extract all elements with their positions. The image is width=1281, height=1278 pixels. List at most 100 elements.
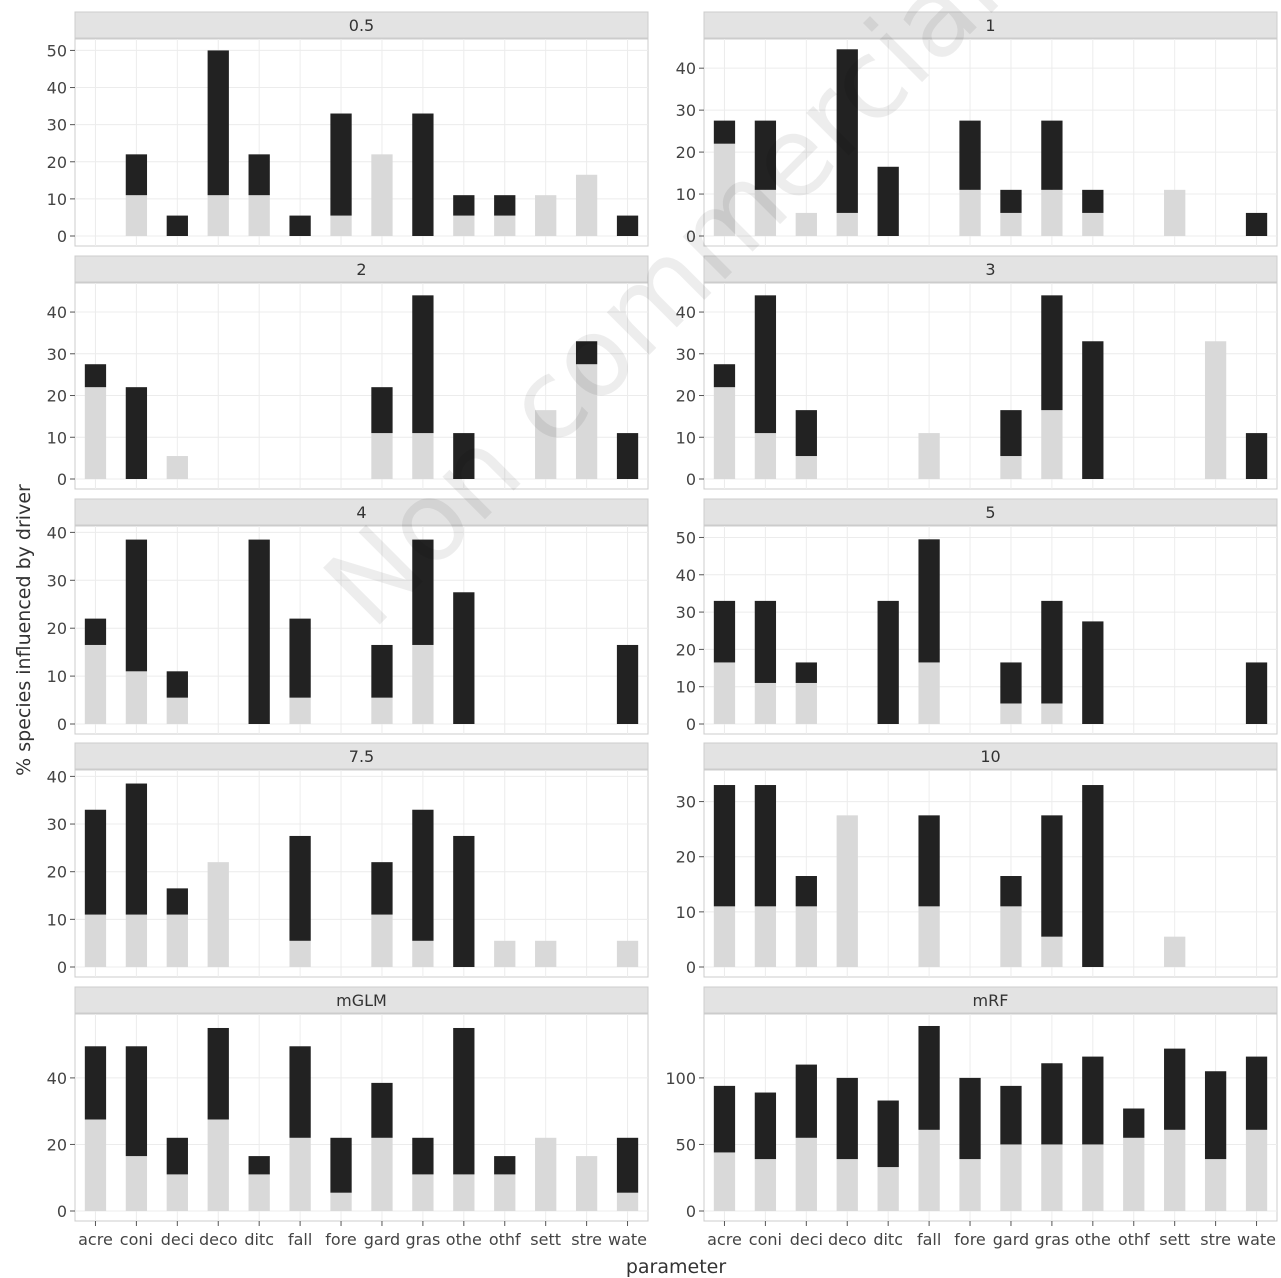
facet-strip <box>74 498 649 526</box>
bar-lower-deco <box>836 815 858 967</box>
bar-upper-wate <box>1245 662 1268 724</box>
bar-lower-fore <box>330 1192 352 1211</box>
y-tick-label: 20 <box>676 387 696 406</box>
bar-upper-fall <box>289 618 311 698</box>
facet-panel-1: 0.5 0 10 20 30 40 50 <box>47 11 649 247</box>
facet-panel-7: 7.5 0 10 20 30 40 <box>47 742 649 978</box>
bar-upper-deci <box>166 1137 188 1175</box>
bar-upper-othf <box>1123 1108 1145 1138</box>
bar-upper-fore <box>959 120 981 190</box>
y-tick-label: 40 <box>676 566 696 585</box>
bar-lower-sett <box>1164 189 1186 236</box>
facet-title: 7.5 <box>349 747 374 766</box>
bar-lower-deci <box>795 1137 817 1211</box>
bar-lower-gard <box>1000 906 1022 967</box>
bar-lower-gard <box>371 433 393 479</box>
bar-upper-othe <box>1082 785 1104 967</box>
facet-strip <box>703 986 1278 1014</box>
bar-lower-gard <box>371 914 393 967</box>
bar-lower-deci <box>166 1174 188 1211</box>
plot-area <box>703 38 1278 247</box>
plot-area <box>74 282 649 490</box>
plot-area <box>703 525 1278 735</box>
bar-upper-deci <box>795 1064 817 1138</box>
bar-upper-coni <box>125 1046 148 1157</box>
bar-lower-fall <box>918 662 940 724</box>
bar-lower-acre <box>84 387 107 479</box>
bar-upper-othe <box>1082 189 1104 213</box>
bar-upper-gras <box>1041 815 1063 937</box>
bar-lower-coni <box>754 433 777 479</box>
bar-upper-coni <box>754 1092 777 1160</box>
bar-lower-othe <box>1082 1144 1104 1211</box>
bar-upper-othe <box>453 1027 475 1175</box>
x-tick-label: othf <box>489 1230 521 1249</box>
bar-upper-wate <box>1245 433 1268 479</box>
facet-strip <box>703 11 1278 39</box>
bar-lower-othf <box>1123 1137 1145 1211</box>
plot-area <box>74 38 649 247</box>
bar-lower-sett <box>535 940 557 967</box>
bar-upper-gras <box>412 539 434 645</box>
bar-upper-sett <box>1164 1048 1186 1130</box>
bar-lower-deci <box>166 914 188 967</box>
bar-lower-sett <box>535 1137 557 1211</box>
bar-lower-deci <box>795 906 817 967</box>
x-tick-label: stre <box>1200 1230 1231 1249</box>
bar-upper-coni <box>754 120 777 190</box>
bar-upper-gras <box>1041 1063 1063 1145</box>
x-tick-label: stre <box>571 1230 602 1249</box>
bar-upper-deci <box>795 876 817 907</box>
y-tick-label: 50 <box>47 41 67 60</box>
bar-lower-coni <box>125 671 148 724</box>
y-tick-label: 10 <box>47 910 67 929</box>
x-axis-title: parameter <box>626 1256 726 1278</box>
bar-lower-gras <box>1041 1144 1063 1211</box>
bar-upper-acre <box>713 600 736 663</box>
bar-upper-othf <box>494 195 516 216</box>
bar-upper-gras <box>412 1137 434 1175</box>
bar-upper-gras <box>412 295 434 434</box>
bar-lower-deci <box>166 697 188 724</box>
bar-lower-gras <box>412 940 434 967</box>
y-tick-label: 0 <box>686 1202 696 1221</box>
bar-lower-coni <box>125 1156 148 1211</box>
bar-upper-fall <box>289 835 311 941</box>
x-tick-label: gard <box>364 1230 400 1249</box>
bar-lower-deci <box>795 456 817 479</box>
bar-upper-gras <box>412 113 434 236</box>
facet-strip <box>74 742 649 770</box>
bar-lower-wate <box>1245 1129 1268 1211</box>
x-tick-label: gard <box>993 1230 1029 1249</box>
bar-lower-coni <box>125 914 148 967</box>
y-tick-label: 10 <box>676 428 696 447</box>
y-tick-label: 20 <box>676 848 696 867</box>
bar-upper-deco <box>207 50 229 196</box>
y-tick-label: 10 <box>676 903 696 922</box>
x-tick-label: coni <box>749 1230 782 1249</box>
x-tick-label: gras <box>1034 1230 1069 1249</box>
bar-upper-fall <box>289 1046 311 1138</box>
bar-lower-deco <box>207 862 229 967</box>
y-tick-label: 40 <box>47 303 67 322</box>
y-axis-title: % species influenced by driver <box>13 484 35 776</box>
bar-lower-deci <box>795 212 817 236</box>
x-tick-label: othe <box>1075 1230 1111 1249</box>
bar-upper-stre <box>575 341 598 365</box>
bar-lower-gard <box>371 154 393 236</box>
bar-upper-acre <box>84 618 107 645</box>
bar-lower-fall <box>918 1129 940 1211</box>
bar-upper-fall <box>289 215 311 236</box>
bar-upper-gras <box>1041 295 1063 411</box>
bar-lower-deci <box>795 682 817 724</box>
bar-upper-wate <box>616 1137 639 1193</box>
bar-upper-acre <box>84 809 107 915</box>
y-tick-label: 50 <box>676 1135 696 1154</box>
bar-upper-gras <box>412 809 434 941</box>
x-tick-label: deco <box>199 1230 238 1249</box>
bar-upper-gard <box>1000 1085 1022 1145</box>
bar-upper-othe <box>1082 341 1104 479</box>
plot-area <box>74 1013 649 1222</box>
bar-lower-othf <box>494 215 516 236</box>
facet-title: 10 <box>980 747 1000 766</box>
